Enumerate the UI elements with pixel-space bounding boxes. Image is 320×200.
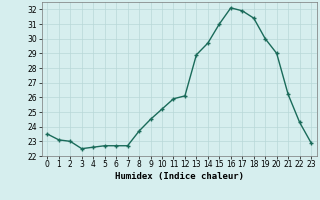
X-axis label: Humidex (Indice chaleur): Humidex (Indice chaleur) [115, 172, 244, 181]
